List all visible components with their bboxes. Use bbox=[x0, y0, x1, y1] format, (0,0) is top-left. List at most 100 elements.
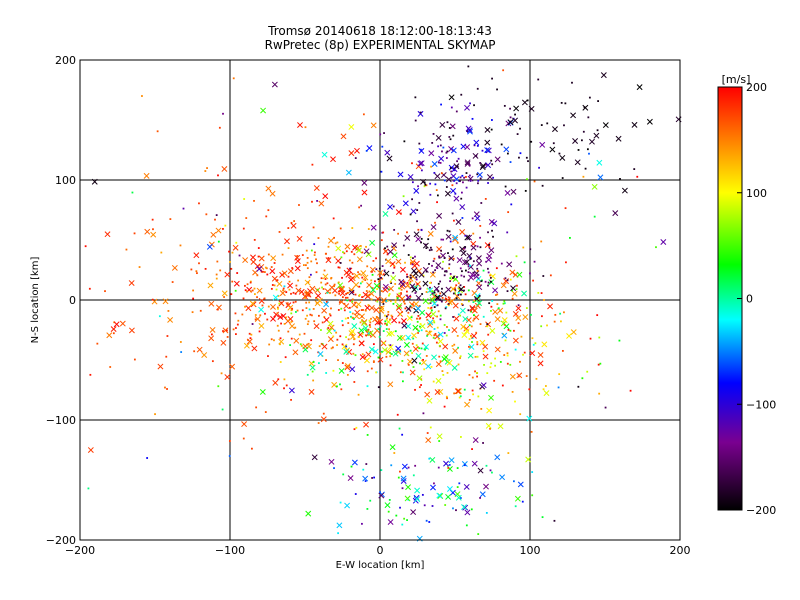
data-point-dot bbox=[308, 308, 311, 311]
data-point-dot bbox=[469, 256, 471, 259]
data-point-dot bbox=[432, 317, 435, 320]
data-point-dot bbox=[459, 293, 462, 296]
data-point-dot bbox=[243, 198, 246, 200]
data-point-cross bbox=[287, 282, 294, 289]
data-point-cross bbox=[412, 324, 419, 331]
data-point-dot bbox=[447, 252, 449, 254]
data-point-dot bbox=[494, 294, 497, 296]
data-point-cross bbox=[372, 348, 379, 355]
data-point-dot bbox=[487, 281, 490, 284]
data-point-cross bbox=[294, 265, 301, 272]
data-point-dot bbox=[533, 260, 536, 263]
data-point-dot bbox=[355, 426, 358, 429]
data-point-dot bbox=[316, 262, 318, 265]
data-point-dot bbox=[321, 321, 324, 324]
data-point-cross bbox=[229, 363, 236, 370]
data-point-cross bbox=[512, 311, 519, 317]
data-point-cross bbox=[525, 456, 532, 463]
data-point-dot bbox=[421, 342, 424, 345]
data-point-cross bbox=[509, 373, 516, 380]
data-point-dot bbox=[473, 104, 475, 107]
data-point-dot bbox=[417, 332, 419, 334]
data-point-dot bbox=[268, 343, 271, 346]
data-point-cross bbox=[442, 343, 449, 350]
data-point-dot bbox=[487, 271, 490, 274]
data-point-dot bbox=[447, 467, 450, 469]
data-point-dot bbox=[423, 185, 426, 188]
data-point-dot bbox=[467, 271, 470, 274]
data-point-dot bbox=[133, 358, 136, 361]
data-point-dot bbox=[382, 231, 385, 234]
data-point-cross bbox=[434, 333, 441, 340]
data-point-dot bbox=[593, 215, 596, 218]
data-point-dot bbox=[354, 157, 357, 159]
data-point-cross bbox=[395, 209, 402, 216]
data-point-cross bbox=[243, 342, 250, 349]
data-point-dot bbox=[366, 265, 369, 268]
data-point-dot bbox=[409, 281, 411, 284]
data-point-cross bbox=[246, 338, 253, 345]
data-point-cross bbox=[196, 346, 203, 353]
data-point-dot bbox=[339, 501, 342, 504]
data-point-dot bbox=[382, 330, 385, 332]
data-point-dot bbox=[375, 316, 378, 318]
data-point-dot bbox=[483, 363, 485, 366]
data-point-dot bbox=[217, 174, 219, 177]
data-point-dot bbox=[366, 385, 369, 388]
data-point-dot bbox=[401, 433, 404, 436]
data-point-dot bbox=[432, 260, 435, 263]
data-point-dot bbox=[369, 326, 372, 328]
data-point-cross bbox=[340, 133, 347, 140]
data-point-cross bbox=[326, 328, 333, 335]
data-point-dot bbox=[446, 372, 449, 374]
data-point-cross bbox=[343, 303, 350, 310]
data-point-cross bbox=[436, 492, 443, 499]
data-point-cross bbox=[303, 291, 310, 298]
data-point-dot bbox=[364, 279, 367, 282]
data-point-dot bbox=[312, 361, 315, 363]
data-point-dot bbox=[429, 182, 432, 185]
data-point-dot bbox=[361, 315, 363, 318]
data-point-cross bbox=[289, 323, 296, 330]
data-point-dot bbox=[459, 176, 462, 179]
data-point-dot bbox=[441, 150, 443, 153]
data-point-dot bbox=[228, 440, 231, 442]
data-point-dot bbox=[432, 336, 435, 339]
data-point-cross bbox=[486, 407, 493, 414]
data-point-dot bbox=[461, 270, 463, 273]
data-point-dot bbox=[384, 320, 387, 323]
data-point-cross bbox=[464, 104, 470, 111]
data-point-dot bbox=[452, 277, 454, 279]
data-point-dot bbox=[354, 493, 357, 495]
data-point-dot bbox=[479, 323, 482, 325]
data-point-cross bbox=[321, 343, 328, 350]
data-point-dot bbox=[484, 280, 487, 283]
data-point-dot bbox=[460, 303, 463, 305]
data-point-dot bbox=[317, 237, 320, 239]
data-point-dot bbox=[341, 296, 344, 299]
data-point-dot bbox=[496, 88, 498, 91]
data-point-dot bbox=[398, 292, 401, 295]
data-point-dot bbox=[505, 311, 508, 314]
data-point-dot bbox=[417, 185, 419, 188]
data-point-dot bbox=[394, 299, 397, 302]
data-point-dot bbox=[386, 245, 389, 248]
data-point-dot bbox=[412, 366, 415, 368]
data-point-dot bbox=[410, 262, 412, 265]
data-point-cross bbox=[297, 122, 303, 128]
data-point-dot bbox=[273, 262, 276, 264]
data-point-cross bbox=[405, 305, 412, 312]
data-point-cross bbox=[415, 294, 422, 301]
data-point-cross bbox=[150, 231, 157, 238]
data-point-dot bbox=[333, 236, 335, 239]
data-point-dot bbox=[290, 320, 293, 323]
data-point-dot bbox=[305, 301, 308, 304]
data-point-dot bbox=[449, 138, 452, 141]
data-point-dot bbox=[327, 327, 330, 329]
data-point-dot bbox=[387, 510, 390, 513]
data-point-cross bbox=[497, 423, 504, 430]
data-point-cross bbox=[348, 150, 355, 157]
data-point-dot bbox=[283, 322, 286, 325]
data-point-dot bbox=[525, 375, 528, 377]
data-point-dot bbox=[472, 319, 475, 322]
